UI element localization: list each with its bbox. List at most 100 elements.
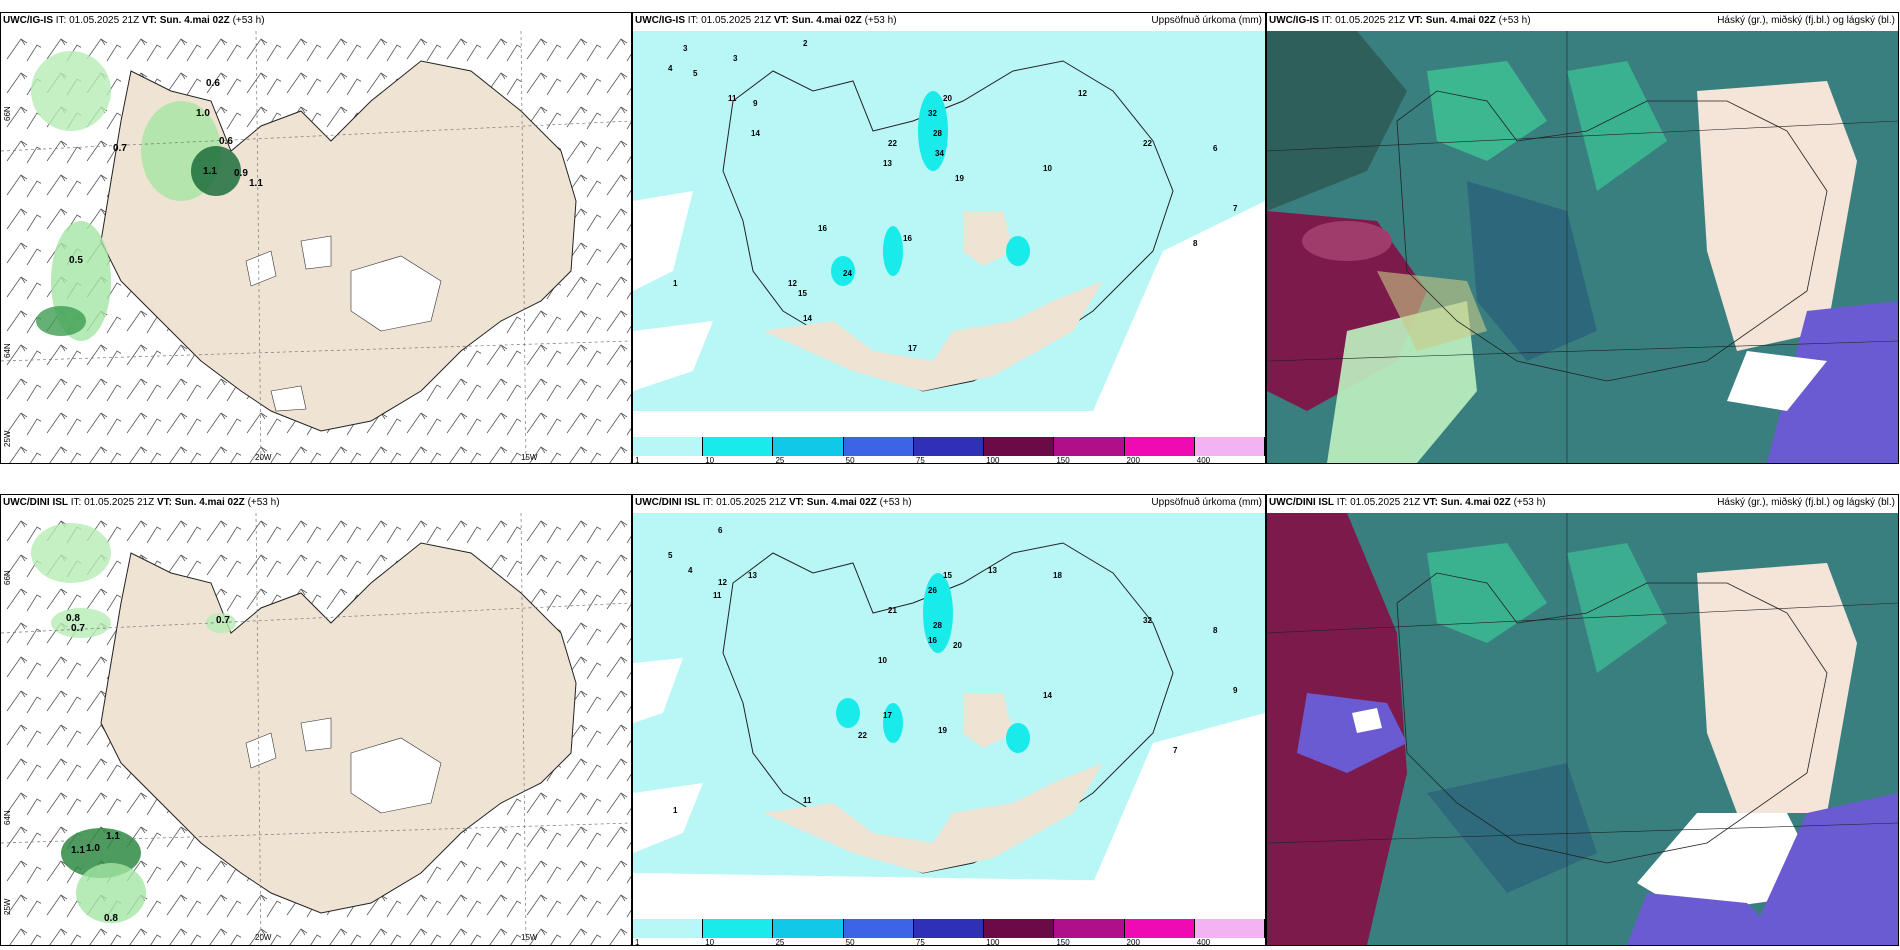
svg-text:3: 3 bbox=[683, 44, 688, 53]
wind-value-label: 1.1 bbox=[106, 831, 120, 842]
wind-value-label: 1.1 bbox=[71, 845, 85, 856]
colorbar-tick-label: 200 bbox=[1126, 456, 1140, 464]
svg-text:9: 9 bbox=[1233, 686, 1238, 695]
panel-title: UWC/DINI ISL IT: 01.05.2025 21Z VT: Sun.… bbox=[1269, 497, 1546, 508]
svg-text:12: 12 bbox=[1078, 89, 1087, 98]
colorbar-tick-label: 10 bbox=[705, 456, 715, 464]
svg-text:13: 13 bbox=[988, 566, 997, 575]
colorbar-tick-label: 1 bbox=[635, 456, 640, 464]
colorbar-tick-label: 75 bbox=[915, 456, 925, 464]
colorbar-segment bbox=[843, 919, 914, 938]
lat-label: 66N bbox=[3, 106, 12, 121]
lon-label: 20W bbox=[255, 933, 272, 942]
lon-label: 15W bbox=[521, 453, 538, 462]
panel-title: UWC/IG-IS IT: 01.05.2025 21Z VT: Sun. 4.… bbox=[3, 15, 265, 26]
colorbar-segment bbox=[1194, 919, 1265, 938]
svg-text:20: 20 bbox=[953, 641, 962, 650]
colorbar-segment bbox=[1194, 437, 1265, 456]
svg-text:19: 19 bbox=[955, 174, 964, 183]
precip-map: 3 2 4 5 3 11 9 14 22 32 28 34 20 19 16 1… bbox=[633, 31, 1265, 437]
svg-text:3: 3 bbox=[733, 54, 738, 63]
svg-text:26: 26 bbox=[928, 586, 937, 595]
colorbar-tick-label: 50 bbox=[845, 456, 855, 464]
lon-label: 25W bbox=[3, 430, 12, 447]
wind-value-label: 0.7 bbox=[71, 623, 85, 634]
svg-text:20: 20 bbox=[943, 94, 952, 103]
svg-text:1: 1 bbox=[673, 279, 678, 288]
colorbar-tick-label: 10 bbox=[705, 938, 715, 946]
colorbar-tick-label: 1 bbox=[635, 938, 640, 946]
colorbar-segment bbox=[1124, 919, 1195, 938]
colorbar-tick-label: 400 bbox=[1196, 456, 1211, 464]
svg-text:13: 13 bbox=[883, 159, 892, 168]
colorbar-tick-label: 100 bbox=[986, 456, 1000, 464]
cloud-map bbox=[1267, 31, 1898, 463]
wind-value-label: 0.9 bbox=[234, 168, 248, 179]
svg-text:17: 17 bbox=[883, 711, 892, 720]
precip-colorbar: 1 10 25 50 75 100 150 200 400 bbox=[633, 437, 1265, 463]
svg-text:32: 32 bbox=[928, 109, 937, 118]
panel-right-title: Háský (gr.), miðský (fj.bl.) og lágský (… bbox=[1717, 15, 1895, 26]
wind-value-label: 0.5 bbox=[69, 255, 83, 266]
colorbar-segment bbox=[913, 437, 985, 456]
precip-colorbar: 1 10 25 50 75 100 150 200 400 bbox=[633, 919, 1265, 945]
panel-top-mid-precip: UWC/IG-IS IT: 01.05.2025 21Z VT: Sun. 4.… bbox=[632, 12, 1266, 464]
colorbar-tick-label: 400 bbox=[1196, 938, 1211, 946]
colorbar-segment bbox=[1054, 437, 1125, 456]
panel-title: UWC/DINI ISL IT: 01.05.2025 21Z VT: Sun.… bbox=[3, 497, 280, 508]
panel-right-title: Háský (gr.), miðský (fj.bl.) og lágský (… bbox=[1717, 497, 1895, 508]
svg-text:6: 6 bbox=[1213, 144, 1218, 153]
svg-text:4: 4 bbox=[668, 64, 673, 73]
svg-text:5: 5 bbox=[668, 551, 673, 560]
svg-text:22: 22 bbox=[1143, 139, 1152, 148]
panel-right-title: Uppsöfnuð úrkoma (mm) bbox=[1151, 15, 1262, 26]
wind-value-label: 1.1 bbox=[249, 178, 263, 189]
svg-text:11: 11 bbox=[713, 591, 722, 600]
svg-text:22: 22 bbox=[888, 139, 897, 148]
svg-text:14: 14 bbox=[803, 314, 812, 323]
precip-map: 6 5 4 12 11 13 16 21 26 28 20 15 13 18 3… bbox=[633, 513, 1265, 919]
wind-value-label: 0.8 bbox=[104, 913, 118, 924]
wind-value-label: 0.8 bbox=[66, 613, 80, 624]
panel-top-left-wind: UWC/IG-IS IT: 01.05.2025 21Z VT: Sun. 4.… bbox=[0, 12, 632, 464]
colorbar-tick-label: 25 bbox=[775, 456, 785, 464]
colorbar-segment bbox=[633, 437, 704, 456]
svg-text:24: 24 bbox=[843, 269, 852, 278]
colorbar-segment bbox=[773, 437, 844, 456]
svg-text:11: 11 bbox=[728, 94, 737, 103]
lon-label: 25W bbox=[3, 898, 12, 915]
svg-text:28: 28 bbox=[933, 129, 942, 138]
wind-map: 0.6 1.0 0.7 0.6 1.1 0.9 1.1 0.5 bbox=[1, 31, 631, 463]
svg-text:16: 16 bbox=[928, 636, 937, 645]
panel-title: UWC/DINI ISL IT: 01.05.2025 21Z VT: Sun.… bbox=[635, 497, 912, 508]
svg-text:18: 18 bbox=[1053, 571, 1062, 580]
wind-value-label: 1.1 bbox=[203, 166, 217, 177]
svg-text:16: 16 bbox=[818, 224, 827, 233]
colorbar-segment bbox=[984, 437, 1055, 456]
colorbar-segment bbox=[703, 919, 774, 938]
wind-value-label: 1.0 bbox=[196, 108, 210, 119]
svg-text:17: 17 bbox=[908, 344, 917, 353]
colorbar-segment bbox=[843, 437, 914, 456]
panel-top-right-clouds: UWC/IG-IS IT: 01.05.2025 21Z VT: Sun. 4.… bbox=[1266, 12, 1899, 464]
panel-right-title: Uppsöfnuð úrkoma (mm) bbox=[1151, 497, 1262, 508]
lon-label: 15W bbox=[521, 933, 538, 942]
lat-label: 64N bbox=[3, 810, 12, 825]
wind-value-label: 0.7 bbox=[113, 143, 127, 154]
wind-value-label: 0.6 bbox=[206, 78, 220, 89]
svg-text:2: 2 bbox=[803, 39, 808, 48]
svg-text:10: 10 bbox=[878, 656, 887, 665]
svg-text:16: 16 bbox=[903, 234, 912, 243]
svg-text:13: 13 bbox=[748, 571, 757, 580]
svg-text:7: 7 bbox=[1233, 204, 1238, 213]
svg-text:12: 12 bbox=[718, 578, 727, 587]
svg-text:8: 8 bbox=[1213, 626, 1218, 635]
colorbar-segment bbox=[773, 919, 844, 938]
svg-text:5: 5 bbox=[693, 69, 698, 78]
colorbar-segment bbox=[913, 919, 985, 938]
svg-text:32: 32 bbox=[1143, 616, 1152, 625]
lat-label: 64N bbox=[3, 343, 12, 358]
panel-bottom-right-clouds: UWC/DINI ISL IT: 01.05.2025 21Z VT: Sun.… bbox=[1266, 494, 1899, 946]
svg-text:4: 4 bbox=[688, 566, 693, 575]
svg-text:10: 10 bbox=[1043, 164, 1052, 173]
